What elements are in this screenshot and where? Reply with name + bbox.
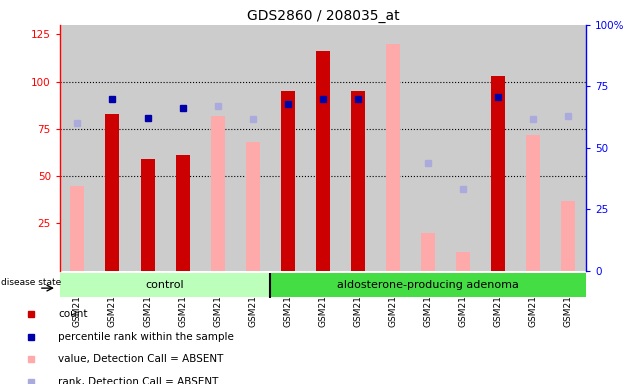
Bar	[60, 273, 270, 297]
Text: value, Detection Call = ABSENT: value, Detection Call = ABSENT	[58, 354, 223, 364]
Bar	[375, 25, 411, 271]
Bar	[561, 201, 575, 271]
Bar	[60, 25, 95, 271]
Bar	[246, 142, 260, 271]
Bar	[411, 25, 445, 271]
Title: GDS2860 / 208035_at: GDS2860 / 208035_at	[246, 8, 399, 23]
Bar	[210, 116, 225, 271]
Bar	[235, 25, 270, 271]
Bar	[421, 233, 435, 271]
Text: count: count	[58, 309, 88, 319]
Bar	[491, 76, 505, 271]
Text: disease state: disease state	[1, 278, 62, 287]
Bar	[551, 25, 586, 271]
Bar	[165, 25, 200, 271]
Bar	[130, 25, 165, 271]
Bar	[105, 114, 120, 271]
Bar	[351, 91, 365, 271]
Bar	[526, 135, 541, 271]
Text: rank, Detection Call = ABSENT: rank, Detection Call = ABSENT	[58, 377, 219, 384]
Bar	[71, 185, 84, 271]
Bar	[445, 25, 481, 271]
Text: percentile rank within the sample: percentile rank within the sample	[58, 332, 234, 342]
Text: control: control	[146, 280, 185, 290]
Bar	[340, 25, 375, 271]
Bar	[386, 44, 400, 271]
Bar	[306, 25, 340, 271]
Bar	[481, 25, 516, 271]
Bar	[516, 25, 551, 271]
Bar	[140, 159, 154, 271]
Bar	[456, 252, 470, 271]
Bar	[95, 25, 130, 271]
Bar	[270, 273, 586, 297]
Bar	[316, 51, 330, 271]
Bar	[270, 25, 306, 271]
Bar	[200, 25, 235, 271]
Text: aldosterone-producing adenoma: aldosterone-producing adenoma	[337, 280, 519, 290]
Bar	[281, 91, 295, 271]
Bar	[176, 156, 190, 271]
